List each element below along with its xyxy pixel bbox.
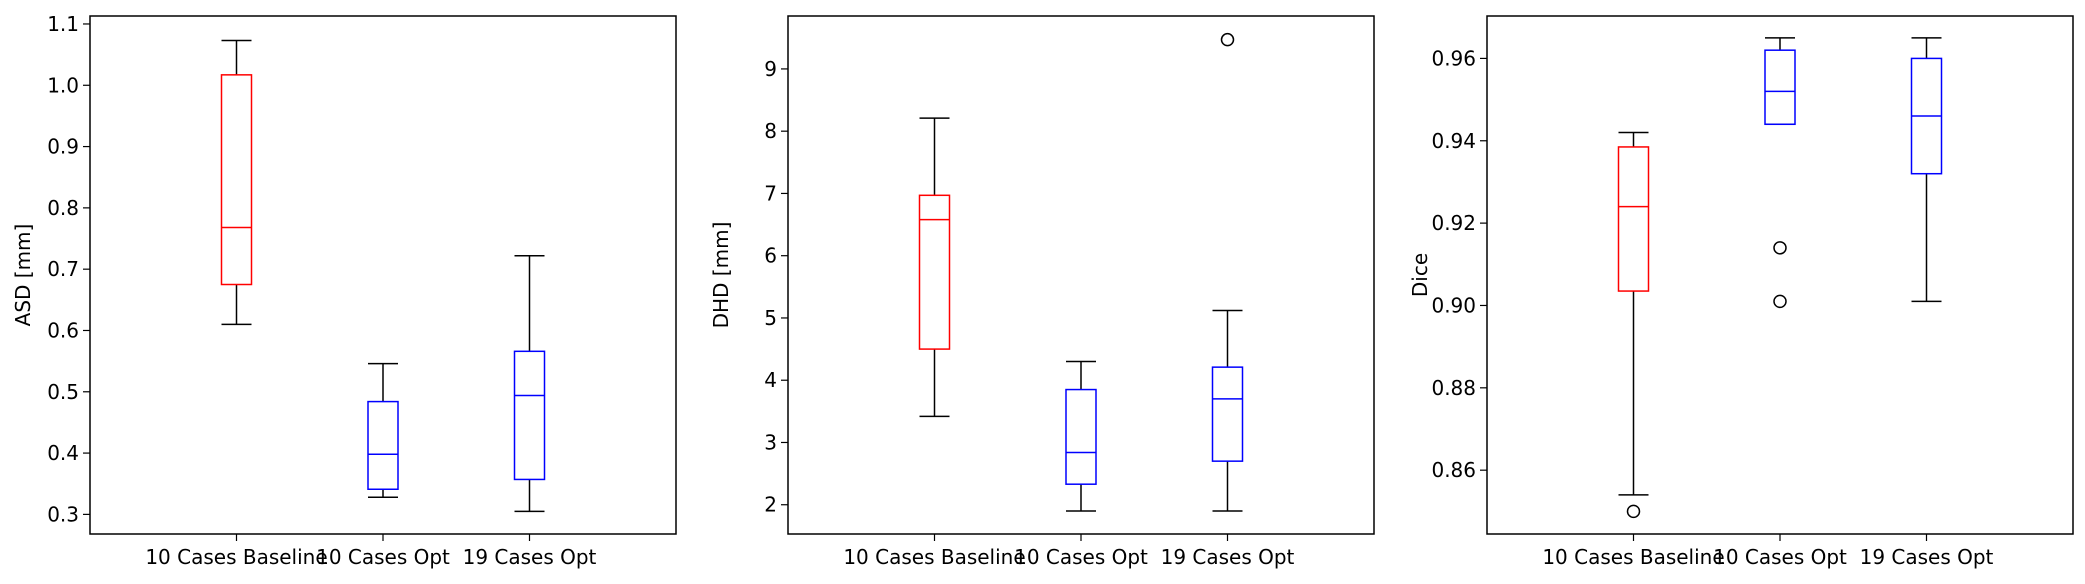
- dice-ytick-label: 0.90: [1431, 293, 1476, 317]
- dice-y-axis-label: Dice: [1408, 253, 1432, 297]
- asd-y-axis-label: ASD [mm]: [11, 224, 35, 327]
- dhd-xtick-label: 10 Cases Baseline: [843, 545, 1025, 569]
- dhd-plot-frame: [787, 15, 1375, 535]
- asd-ytick-label: 0.8: [47, 196, 79, 220]
- asd-ytick-label: 0.5: [47, 380, 79, 404]
- iqr-box: [1211, 366, 1244, 462]
- iqr-box: [1764, 49, 1796, 126]
- dhd-ytick-label: 4: [764, 368, 777, 392]
- asd-box-1: [367, 362, 399, 498]
- asd-ytick-label: 1.0: [47, 73, 79, 97]
- dice-xtick-label: 10 Cases Baseline: [1542, 545, 1724, 569]
- dhd-ytick-label: 9: [764, 57, 777, 81]
- dice-xtick-label: 19 Cases Opt: [1860, 545, 1994, 569]
- iqr-box: [367, 400, 399, 490]
- dice-boxplot-panel: 0.86 0.88 0.90 0.92 0.94 0.96 10 Cases Baselin…: [1408, 15, 2074, 569]
- dice-box-1: [1764, 37, 1796, 309]
- iqr-box: [1065, 388, 1097, 485]
- asd-xtick-label: 10 Cases Opt: [316, 545, 450, 569]
- outlier-point: [1626, 504, 1641, 519]
- asd-xtick-label: 10 Cases Baseline: [145, 545, 327, 569]
- iqr-box: [918, 194, 951, 350]
- asd-ytick-label: 0.4: [47, 441, 79, 465]
- dice-ytick-label: 0.94: [1431, 129, 1476, 153]
- iqr-box: [513, 350, 546, 481]
- dice-ytick-label: 0.88: [1431, 376, 1476, 400]
- asd-xtick-label: 19 Cases Opt: [463, 545, 597, 569]
- iqr-box: [1617, 146, 1650, 292]
- iqr-box: [220, 74, 253, 286]
- dhd-box-0: [918, 117, 951, 418]
- dice-ytick-label: 0.96: [1431, 46, 1476, 70]
- dice-ytick-label: 0.86: [1431, 458, 1476, 482]
- dice-box-0: [1617, 131, 1650, 519]
- asd-boxplot-panel: 0.3 0.4 0.5 0.6 0.7 0.8 0.9 1.0 1.1 10 Cases Base…: [11, 12, 677, 569]
- asd-box-2: [513, 254, 546, 513]
- dhd-ytick-label: 2: [764, 493, 777, 517]
- dhd-xtick-label: 10 Cases Opt: [1014, 545, 1148, 569]
- dice-xtick-label: 10 Cases Opt: [1713, 545, 1847, 569]
- asd-ytick-label: 1.1: [47, 12, 79, 36]
- dhd-ytick-label: 3: [764, 430, 777, 454]
- dice-ytick-label: 0.92: [1431, 211, 1476, 235]
- asd-box-0: [220, 39, 253, 326]
- dhd-y-axis-label: DHD [mm]: [709, 222, 733, 329]
- dhd-xtick-label: 19 Cases Opt: [1161, 545, 1295, 569]
- outlier-point: [1220, 32, 1235, 47]
- dhd-box-1: [1065, 360, 1097, 512]
- dice-plot-frame: [1486, 15, 2074, 535]
- asd-ytick-label: 0.6: [47, 318, 79, 342]
- asd-plot-frame: [89, 15, 677, 535]
- asd-ytick-label: 0.7: [47, 257, 79, 281]
- asd-ytick-label: 0.9: [47, 135, 79, 159]
- dhd-ytick-label: 6: [764, 244, 777, 268]
- dhd-ytick-label: 5: [764, 306, 777, 330]
- dhd-box-2: [1211, 32, 1244, 512]
- asd-ytick-label: 0.3: [47, 502, 79, 526]
- dhd-ytick-label: 7: [764, 181, 777, 205]
- outlier-point: [1773, 294, 1787, 309]
- outlier-point: [1773, 241, 1787, 255]
- dice-box-2: [1910, 37, 1943, 303]
- dhd-ytick-label: 8: [764, 119, 777, 143]
